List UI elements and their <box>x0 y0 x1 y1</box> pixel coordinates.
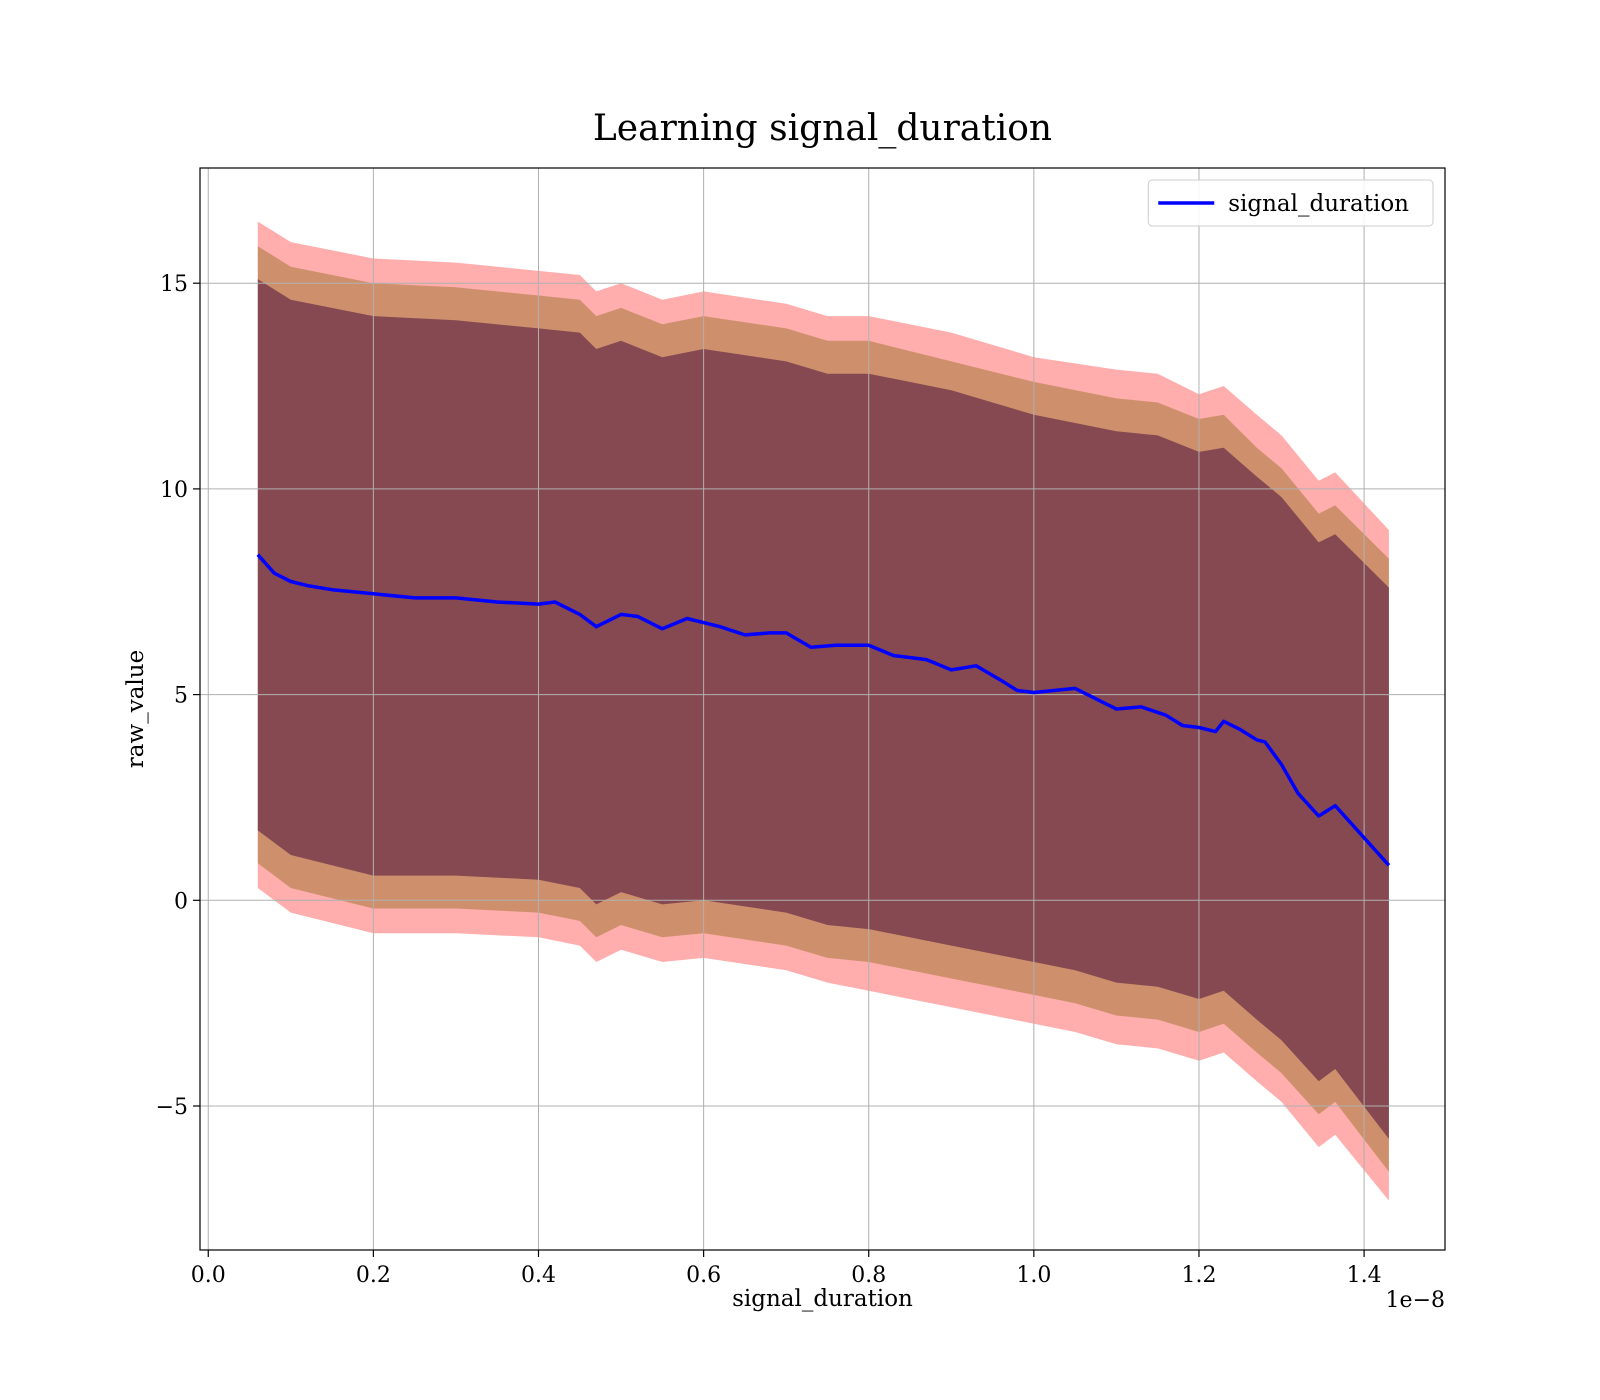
y-tick-label: −5 <box>156 1095 188 1120</box>
y-tick-label: 0 <box>174 889 188 914</box>
x-tick-label: 0.0 <box>191 1263 226 1288</box>
grid <box>200 168 1445 1250</box>
legend-label: signal_duration <box>1228 191 1409 217</box>
legend: signal_duration <box>1147 179 1434 227</box>
y-axis-label: raw_value <box>123 650 149 768</box>
confidence-bands <box>257 221 1389 1201</box>
confidence-band-3 <box>257 279 1389 1139</box>
x-tick-label: 0.6 <box>686 1263 721 1288</box>
y-tick-label: 15 <box>160 272 188 297</box>
y-tick-label: 10 <box>160 478 188 503</box>
x-tick-label: 1.2 <box>1181 1263 1216 1288</box>
x-tick-label: 0.4 <box>521 1263 556 1288</box>
series-line-signal_duration <box>256 553 1391 867</box>
x-tick-label: 1.0 <box>1016 1263 1051 1288</box>
legend-box <box>1147 179 1434 227</box>
x-tick-label: 0.8 <box>851 1263 886 1288</box>
x-axis-ticks: 0.0 0.2 0.4 0.6 0.8 1.0 1.2 1.4 <box>191 1250 1382 1288</box>
x-axis-offset-label: 1e−8 <box>1386 1288 1445 1313</box>
chart-title: Learning signal_duration <box>593 108 1052 149</box>
plot-frame <box>199 167 1446 1251</box>
x-axis-label: signal_duration <box>732 1286 913 1312</box>
x-tick-label: 1.4 <box>1347 1263 1382 1288</box>
y-axis-ticks: −5 0 5 10 15 <box>156 272 200 1120</box>
series-layer <box>256 553 1391 867</box>
x-tick-label: 0.2 <box>356 1263 391 1288</box>
y-tick-label: 5 <box>174 684 188 709</box>
